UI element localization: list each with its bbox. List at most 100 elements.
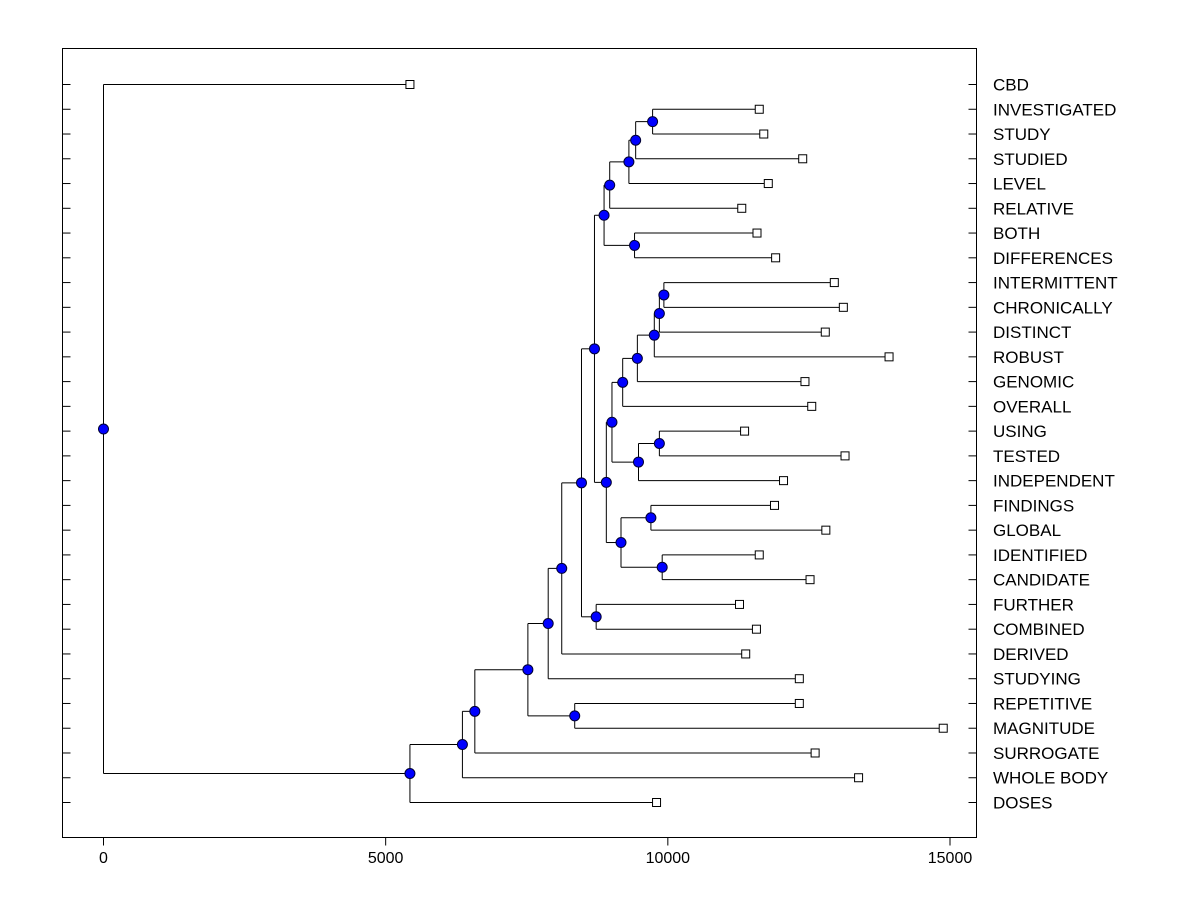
leaf-labels: CBD INVESTIGATED STUDY STUDIED LEVEL RELATIVE… xyxy=(993,76,1118,813)
leaf-label: OVERALL xyxy=(993,397,1071,416)
x-tick-label: 0 xyxy=(99,850,108,867)
leaf-label: STUDYING xyxy=(993,670,1081,689)
leaf-label: STUDY xyxy=(993,125,1051,144)
merge-node xyxy=(647,116,659,128)
leaf-tick-marks xyxy=(968,84,977,803)
leaf-label: COMBINED xyxy=(993,620,1085,639)
leaf-label: FINDINGS xyxy=(993,496,1074,515)
leaf-marker xyxy=(771,253,781,263)
merge-node xyxy=(653,438,665,449)
leaf-marker xyxy=(769,500,779,510)
merge-node xyxy=(645,512,657,524)
leaf-marker xyxy=(751,624,761,634)
leaf-label: MAGNITUDE xyxy=(993,719,1095,738)
leaf-markers xyxy=(405,80,948,807)
merge-node xyxy=(456,739,468,751)
merge-node xyxy=(600,476,612,488)
merge-node xyxy=(556,562,568,574)
merge-node xyxy=(617,376,629,388)
merge-node xyxy=(629,239,641,251)
leaf-marker xyxy=(737,203,747,213)
leaf-label: GENOMIC xyxy=(993,373,1074,392)
leaf-marker xyxy=(805,575,815,585)
merge-node xyxy=(658,289,670,301)
merge-node xyxy=(569,710,581,722)
leaf-marker xyxy=(754,104,764,114)
leaf-marker xyxy=(752,228,762,238)
leaf-marker xyxy=(821,525,831,535)
merge-node xyxy=(623,156,635,168)
leaf-label: SURROGATE xyxy=(993,744,1099,763)
leaf-label: ROBUST xyxy=(993,348,1064,367)
leaf-label: RELATIVE xyxy=(993,199,1074,218)
leaf-label: DIFFERENCES xyxy=(993,249,1113,268)
dendrogram-links xyxy=(103,84,944,803)
leaf-label: STUDIED xyxy=(993,150,1068,169)
leaf-label: INVESTIGATED xyxy=(993,100,1116,119)
left-tick-marks xyxy=(62,84,71,803)
merge-node xyxy=(98,423,109,435)
leaf-label: INTERMITTENT xyxy=(993,274,1118,293)
merge-node xyxy=(648,329,660,341)
leaf-label: BOTH xyxy=(993,224,1040,243)
merge-nodes xyxy=(98,116,670,780)
leaf-marker xyxy=(405,80,415,89)
x-tick-label: 5000 xyxy=(368,850,404,867)
leaf-label: CBD xyxy=(993,76,1029,95)
leaf-marker xyxy=(810,748,820,758)
leaf-marker xyxy=(794,698,804,708)
plot-frame xyxy=(62,48,977,838)
merge-node xyxy=(656,561,668,573)
leaf-label: DOSES xyxy=(993,794,1053,813)
merge-node xyxy=(615,537,627,549)
merge-node xyxy=(590,611,602,623)
leaf-marker xyxy=(735,599,745,609)
leaf-label: GLOBAL xyxy=(993,521,1061,540)
leaf-label: FURTHER xyxy=(993,595,1074,614)
merge-node xyxy=(606,416,618,428)
leaf-marker xyxy=(652,798,662,807)
leaf-label: DISTINCT xyxy=(993,323,1071,342)
leaf-marker xyxy=(794,674,804,684)
leaf-marker xyxy=(798,154,808,164)
leaf-marker xyxy=(779,476,789,486)
merge-node xyxy=(469,705,481,717)
leaf-label: LEVEL xyxy=(993,175,1046,194)
leaf-label: TESTED xyxy=(993,447,1060,466)
leaf-marker xyxy=(759,129,769,139)
merge-node xyxy=(588,343,600,355)
x-axis: 0 5000 10000 15000 xyxy=(99,837,973,867)
leaf-marker xyxy=(938,723,948,733)
merge-node xyxy=(542,618,554,630)
leaf-marker xyxy=(807,401,817,411)
merge-node xyxy=(653,308,665,320)
x-tick-label: 10000 xyxy=(646,850,691,867)
leaf-marker xyxy=(840,451,850,461)
merge-node xyxy=(404,768,416,780)
leaf-label: CANDIDATE xyxy=(993,571,1090,590)
merge-node xyxy=(598,209,610,221)
merge-node xyxy=(630,134,642,146)
leaf-marker xyxy=(740,426,750,436)
leaf-label: CHRONICALLY xyxy=(993,298,1113,317)
leaf-marker xyxy=(829,278,839,288)
merge-node xyxy=(631,352,643,364)
merge-node xyxy=(604,179,616,191)
leaf-label: WHOLE BODY xyxy=(993,769,1108,788)
leaf-label: USING xyxy=(993,422,1047,441)
leaf-marker xyxy=(763,179,773,189)
leaf-marker xyxy=(820,327,830,337)
leaf-label: INDEPENDENT xyxy=(993,472,1115,491)
leaf-marker xyxy=(884,352,894,362)
merge-node xyxy=(522,664,534,676)
x-tick-label: 15000 xyxy=(928,850,973,867)
leaf-label: REPETITIVE xyxy=(993,694,1092,713)
leaf-marker xyxy=(800,377,810,387)
merge-node xyxy=(575,477,587,489)
merge-node xyxy=(632,456,644,468)
leaf-label: DERIVED xyxy=(993,645,1069,664)
leaf-marker xyxy=(854,773,864,783)
leaf-marker xyxy=(741,649,751,659)
leaf-label: IDENTIFIED xyxy=(993,546,1087,565)
